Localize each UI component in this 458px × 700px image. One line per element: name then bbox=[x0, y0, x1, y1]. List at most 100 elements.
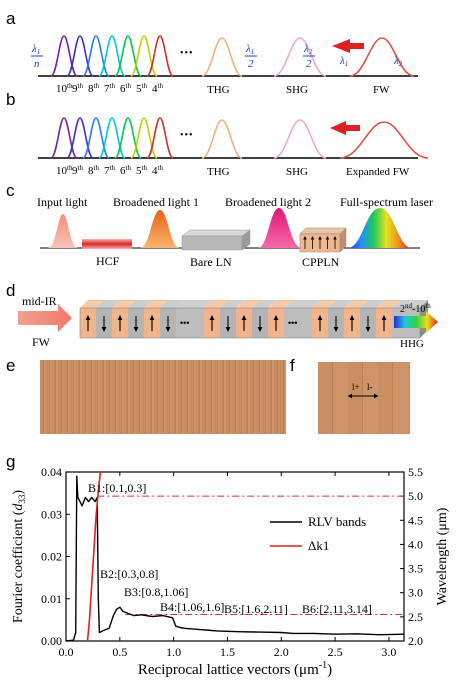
x-tick-label: 1.5 bbox=[220, 645, 235, 659]
micrograph-f-stripes bbox=[318, 362, 410, 434]
band-label-5: B5:[1.6,2.11] bbox=[224, 602, 288, 616]
harmonic-label-7: 7th bbox=[104, 164, 115, 177]
cppln-domain-arrowhead bbox=[318, 236, 322, 240]
ellipsis-dots: ••• bbox=[180, 130, 194, 141]
harmonic-label-4: 4th bbox=[152, 82, 163, 95]
y-tick-label: 0.04 bbox=[41, 465, 62, 479]
harmonic-label-8: 8th bbox=[88, 164, 99, 177]
expanded-fw-label: Expanded FW bbox=[346, 166, 410, 178]
harmonic-peak-6 bbox=[114, 35, 142, 77]
legend-label-dk1: Δk1 bbox=[308, 538, 329, 553]
lambda1-over-2-den: 2 bbox=[248, 58, 254, 70]
fw-input-arrow bbox=[18, 304, 72, 332]
input-light-pulse bbox=[48, 214, 78, 248]
band-label-1: B1:[0.1,0.3] bbox=[88, 481, 146, 495]
x-tick-label: 0.0 bbox=[59, 645, 74, 659]
panel-g-fourier-chart: 0.0 0.5 1.0 1.5 2.0 2.5 3.0 0.00 0.01 0.02 0.03 0.0… bbox=[11, 465, 450, 678]
hcf-fiber bbox=[82, 239, 132, 249]
cppln-crystal bbox=[299, 227, 347, 253]
full-spectrum-pulse bbox=[348, 208, 412, 248]
harmonic-peak-7 bbox=[98, 35, 126, 77]
input-label-fw: FW bbox=[32, 335, 51, 349]
y2-tick-label: 4.5 bbox=[408, 513, 423, 527]
harmonic-label-9: 9th bbox=[72, 164, 83, 177]
harmonic-label-9: 9th bbox=[72, 82, 83, 95]
harmonic-peak-4 bbox=[146, 35, 174, 77]
domain-arrowhead-up bbox=[149, 315, 155, 320]
x-axis-title: Reciprocal lattice vectors (μm-1) bbox=[138, 660, 332, 678]
band-label-6: B6:[2.11,3.14] bbox=[302, 602, 372, 616]
harmonic-label-4: 4th bbox=[152, 164, 163, 177]
lambda2-over-2-den: 2 bbox=[306, 58, 312, 70]
shg-label-b: SHG bbox=[286, 166, 308, 178]
domain-arrowhead-down bbox=[165, 327, 171, 332]
legend-label-rlv: RLV bands bbox=[308, 514, 366, 529]
harmonic-peak-6 bbox=[114, 117, 142, 159]
fw-label: FW bbox=[373, 84, 390, 96]
crystal-gap-segment bbox=[284, 308, 312, 338]
panel-label-d: d bbox=[6, 281, 15, 300]
harmonic-label-5: 5th bbox=[136, 164, 147, 177]
panel-label-c: c bbox=[6, 181, 15, 200]
x-tick-label: 3.0 bbox=[381, 645, 396, 659]
lambda2-label: λ2 bbox=[393, 55, 403, 68]
y2-axis-title: Wavelength (μm) bbox=[435, 507, 450, 605]
domain-arrowhead-down bbox=[133, 327, 139, 332]
thg-peak bbox=[201, 37, 243, 77]
y-tick-label: 0.01 bbox=[41, 592, 62, 606]
shift-arrow bbox=[330, 121, 360, 135]
harmonic-label-8: 8th bbox=[88, 82, 99, 95]
micrograph-f bbox=[318, 362, 410, 434]
cppln-domain-arrowhead bbox=[325, 236, 330, 240]
output-label-harmonics: 2nd-10th bbox=[400, 302, 431, 315]
domain-arrowhead-up bbox=[317, 315, 323, 320]
panel-d-cppln-structure: mid-IR FW ••••••••• 2nd-10th HHG bbox=[18, 294, 438, 350]
lambda1-over-n-den: n bbox=[34, 58, 40, 70]
crystal-top-segment bbox=[176, 300, 212, 308]
y-tick-label: 0.00 bbox=[41, 634, 62, 648]
crystal-gap-segment bbox=[176, 308, 204, 338]
thg-label-b: THG bbox=[207, 166, 230, 178]
band-label-3: B3:[0.8,1.06] bbox=[124, 585, 188, 599]
harmonic-peak-9 bbox=[66, 117, 94, 159]
domain-arrowhead-down bbox=[101, 327, 107, 332]
expanded-fw-peak bbox=[339, 121, 429, 159]
y2-tick-label: 2.5 bbox=[408, 610, 423, 624]
panel-a-harmonic-spectra: 10th 9th 8th 7th 6th 5th 4th ••• λ1 n λ1 2 λ2 2 λ1 λ2 TH… bbox=[31, 35, 418, 96]
band-label-4: B4:[1.06,1.6] bbox=[160, 600, 224, 614]
domain-arrowhead-up bbox=[209, 315, 215, 320]
stage-label-input: Input light bbox=[37, 195, 88, 209]
component-label-hcf: HCF bbox=[96, 254, 120, 268]
harmonic-peak-5 bbox=[130, 35, 158, 77]
crystal-ellipsis: ••• bbox=[180, 318, 189, 328]
y2-tick-label: 5.5 bbox=[408, 465, 423, 479]
harmonic-peak-8 bbox=[82, 117, 110, 159]
x-tick-label: 2.0 bbox=[274, 645, 289, 659]
panel-label-g: g bbox=[6, 452, 15, 471]
x-tick-label: 0.5 bbox=[112, 645, 127, 659]
domain-arrowhead-down bbox=[257, 327, 263, 332]
domain-arrowhead-up bbox=[381, 315, 387, 320]
shg-peak bbox=[273, 119, 327, 159]
y2-tick-label: 3.5 bbox=[408, 562, 423, 576]
broadened-light-2-pulse bbox=[258, 208, 302, 248]
domain-arrowhead-up bbox=[85, 315, 91, 320]
cppln-domain-arrowhead bbox=[333, 236, 337, 240]
lambda1-over-n-num: λ1 bbox=[31, 43, 40, 56]
lambda2-over-2-num: λ2 bbox=[303, 43, 313, 56]
panel-c-broadening-chain: Input light Broadened light 1 Broadened … bbox=[37, 195, 433, 269]
panel-label-a: a bbox=[6, 9, 16, 28]
panel-label-f: f bbox=[290, 356, 295, 375]
domain-arrowhead-up bbox=[273, 315, 279, 320]
y-tick-label: 0.02 bbox=[41, 550, 62, 564]
output-label-hhg: HHG bbox=[400, 338, 424, 350]
harmonic-peak-7 bbox=[98, 117, 126, 159]
crystal-top-segment bbox=[284, 300, 320, 308]
y2-tick-label: 4.0 bbox=[408, 537, 423, 551]
shg-peak bbox=[273, 37, 327, 77]
lambda1-over-2-num: λ1 bbox=[245, 43, 254, 56]
thg-peak bbox=[201, 119, 243, 159]
domain-arrowhead-up bbox=[241, 315, 247, 320]
lambda1-label: λ1 bbox=[339, 55, 348, 68]
